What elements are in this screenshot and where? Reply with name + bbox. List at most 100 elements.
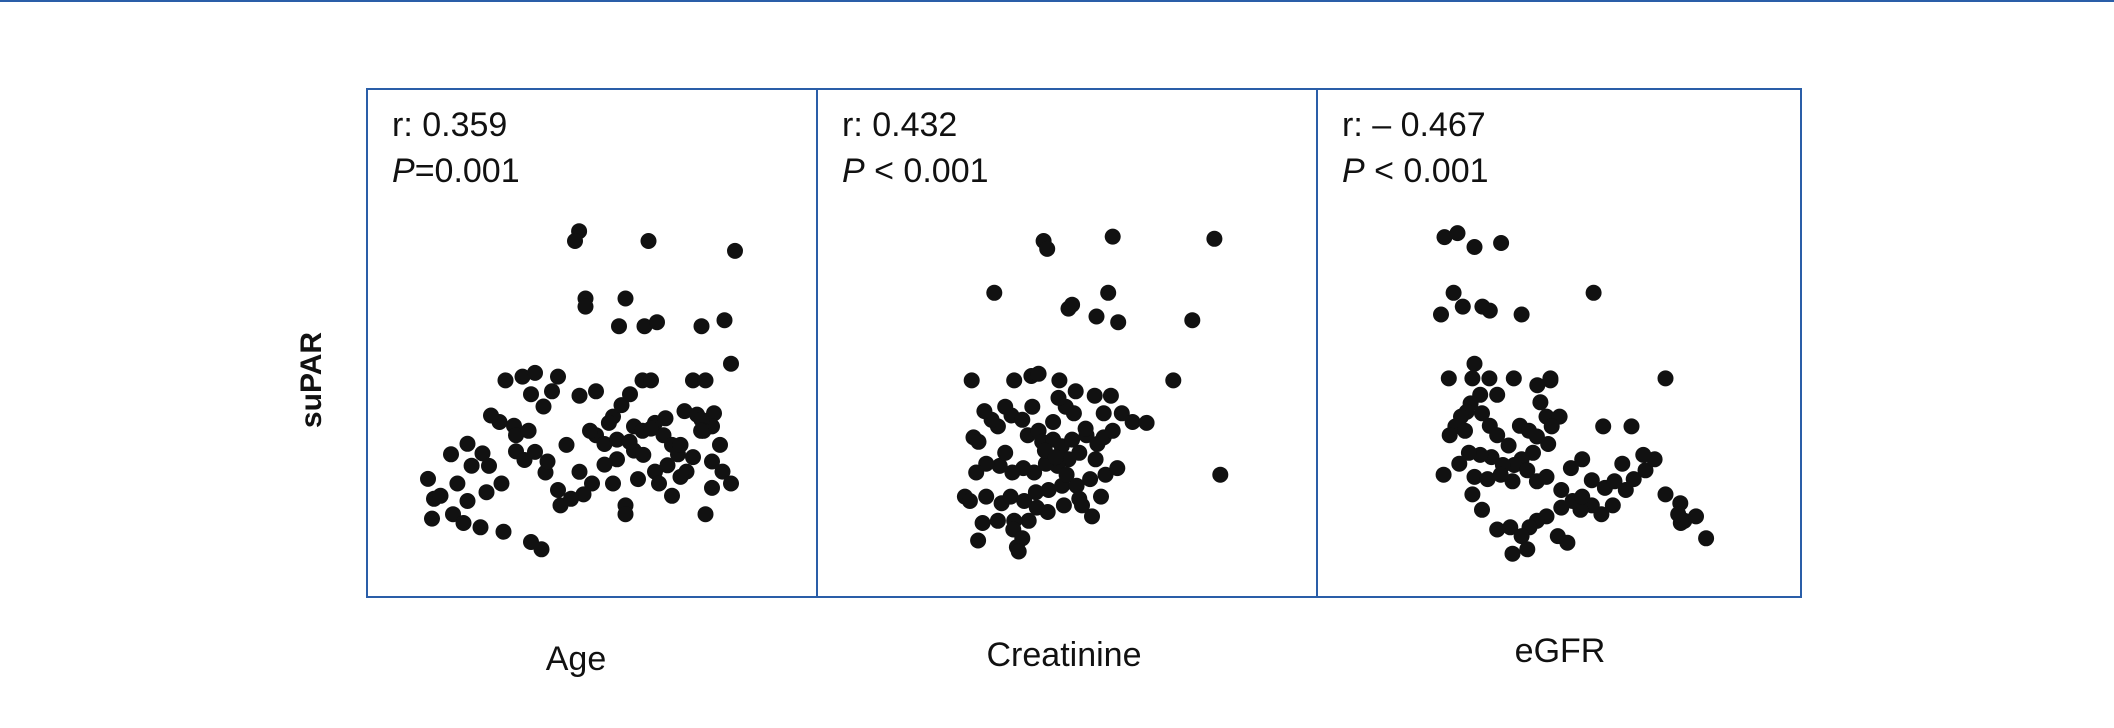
data-point [1028,499,1045,516]
data-point [1542,372,1559,389]
data-point [1466,355,1483,372]
data-point [978,488,995,505]
r-value: r: 0.359 [392,106,508,144]
data-point [1504,473,1521,490]
data-point [1102,387,1119,404]
data-point [584,475,600,492]
data-point [617,506,634,523]
data-point [622,386,638,403]
data-point [643,420,659,437]
data-point [1002,488,1019,505]
data-point [1047,449,1064,466]
data-point [1562,460,1579,477]
p-symbol: P [392,152,415,190]
data-point [1027,484,1044,501]
data-point [672,436,689,453]
data-point [1460,444,1477,461]
data-point [697,372,714,389]
data-point [1504,545,1521,562]
data-point [1489,521,1506,538]
data-point [1454,298,1471,315]
data-point [1614,455,1631,472]
data-point [472,519,489,536]
x-axis-label-creatinine: Creatinine [986,636,1142,674]
data-point [508,427,524,444]
data-point [1039,240,1056,257]
p-symbol: P [842,152,865,190]
stat-block-age: r: 0.359 P=0.001 [392,102,520,194]
data-point [582,422,598,439]
data-point [1110,314,1127,331]
data-point [495,523,512,540]
data-point [1466,468,1483,485]
data-point [1474,501,1490,518]
data-point [611,318,627,335]
data-point [588,383,604,400]
data-point [997,444,1014,461]
data-point [630,471,646,488]
data-point [676,403,693,420]
data-point [693,422,710,439]
data-point [1097,466,1114,483]
data-point [963,372,980,389]
data-point [1058,466,1075,483]
data-point [609,431,625,448]
data-point [1625,471,1642,488]
stat-block-creatinine: r: 0.432 P < 0.001 [842,102,989,194]
data-point [558,436,575,453]
data-point [1441,427,1458,444]
data-point [712,436,728,453]
data-point [1635,446,1652,463]
data-point [523,386,539,403]
data-point [1585,284,1602,301]
x-axis-label-egfr: eGFR [1514,632,1606,670]
data-point [1087,451,1104,468]
data-point [1506,457,1523,473]
data-point [635,446,652,463]
data-point [514,368,531,385]
data-point [1489,386,1506,403]
data-point [1553,482,1570,498]
panel-age: r: 0.359 P=0.001 [366,88,818,598]
data-point [1445,284,1462,301]
x-axis-label-age: Age [545,640,607,678]
data-point [1113,405,1130,422]
data-point [1088,308,1105,325]
data-point [609,451,625,468]
data-point [483,407,499,424]
data-point [643,372,659,389]
data-point [1020,512,1037,529]
data-point [1559,534,1576,551]
data-point [1212,466,1229,483]
data-point [1606,473,1623,490]
data-point [1505,370,1522,387]
data-point [1440,370,1457,387]
data-point [1138,414,1155,431]
data-point [723,475,739,492]
data-point [1698,530,1715,547]
data-point [1474,405,1490,422]
data-point [1502,519,1519,536]
data-point [1064,296,1081,313]
p-value: P < 0.001 [1342,148,1489,194]
panel-egfr: r: – 0.467 P < 0.001 [1318,88,1802,598]
data-point [1464,370,1481,387]
data-point [1206,230,1223,247]
data-point [986,284,1003,301]
data-point [1104,228,1121,245]
data-point [649,314,665,331]
data-point [1165,372,1182,389]
data-point [478,484,495,501]
scatter-plot-age [420,223,743,558]
scatter-plot-egfr [1433,225,1715,562]
data-point [1479,471,1496,488]
data-point [693,318,710,335]
data-point [497,372,514,389]
data-point [550,482,566,498]
data-point [1051,372,1068,389]
data-point [968,464,985,481]
data-point [1657,486,1674,503]
data-point [420,470,436,487]
data-point [539,453,556,470]
data-point [613,397,630,414]
